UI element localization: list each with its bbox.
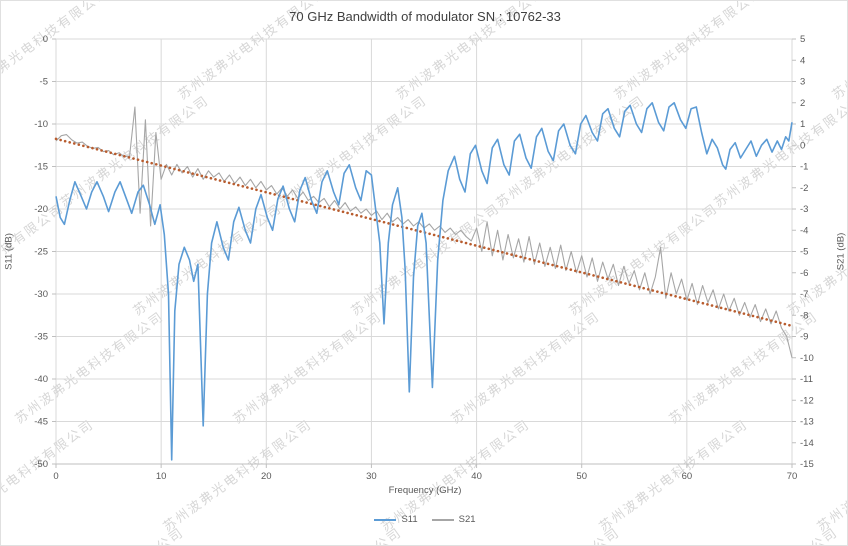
- tick-label: -15: [34, 162, 48, 173]
- legend-item-s11: S11: [374, 514, 418, 525]
- tick-label: 4: [800, 55, 805, 66]
- tick-label: -15: [800, 459, 814, 470]
- gridlines: [55, 38, 793, 465]
- tick-label: -11: [800, 374, 813, 385]
- tick-label: 5: [800, 34, 805, 45]
- tick-label: -2: [800, 183, 808, 194]
- tick-label: 0: [53, 471, 58, 482]
- tick-label: -35: [34, 332, 48, 343]
- tick-label: -25: [34, 247, 48, 258]
- s21-legend-label: S21: [458, 514, 476, 525]
- tick-label: 1: [800, 119, 805, 130]
- tick-label: -9: [800, 332, 808, 343]
- tick-label: -40: [34, 374, 48, 385]
- right-axis-title: S21 (dB): [835, 232, 847, 271]
- s11-legend-label: S11: [401, 514, 418, 525]
- tick-label: -8: [800, 310, 808, 321]
- tick-label: 70: [787, 471, 798, 482]
- tick-label: -30: [34, 289, 48, 300]
- tick-label: -7: [800, 289, 808, 300]
- tick-label: -12: [800, 395, 814, 406]
- tick-label: -4: [800, 225, 808, 236]
- tick-label: 0: [43, 34, 48, 45]
- chart-title: 70 GHz Bandwidth of modulator SN : 10762…: [289, 9, 561, 24]
- tick-label: -14: [800, 438, 814, 449]
- tick-label: -45: [34, 417, 48, 428]
- tick-label: 40: [471, 471, 482, 482]
- tick-label: -13: [800, 417, 814, 428]
- x-axis-title: Frequency (GHz): [388, 485, 462, 496]
- tick-label: 50: [576, 471, 587, 482]
- tick-label: 60: [682, 471, 693, 482]
- tick-label: -50: [34, 459, 48, 470]
- tick-label: -5: [40, 77, 48, 88]
- tick-label: 3: [800, 77, 805, 88]
- tick-label: 30: [366, 471, 377, 482]
- left-axis-title: S11 (dB): [3, 233, 15, 270]
- tick-labels: 0 10 20 30 40 50 60 700-5-10-15-20-25-30-35-40-…: [34, 34, 813, 482]
- s21-line-swatch: [431, 518, 454, 521]
- series-s11: [55, 102, 793, 461]
- tick-label: -20: [34, 204, 48, 215]
- tick-label: 20: [261, 471, 272, 482]
- tick-label: 10: [156, 471, 167, 482]
- tick-label: -1: [800, 162, 808, 173]
- tick-label: -5: [800, 247, 808, 258]
- tick-label: 2: [800, 98, 805, 109]
- tick-label: -10: [34, 119, 48, 130]
- s11-line-swatch: [374, 518, 397, 521]
- tick-label: -6: [800, 268, 808, 279]
- tick-label: -10: [800, 353, 814, 364]
- legend-item-s21: S21: [431, 514, 476, 525]
- tick-label: -3: [800, 204, 808, 215]
- tick-label: 0: [800, 140, 805, 151]
- axes: [52, 38, 796, 468]
- chart-legend: S11 S21: [1, 514, 847, 525]
